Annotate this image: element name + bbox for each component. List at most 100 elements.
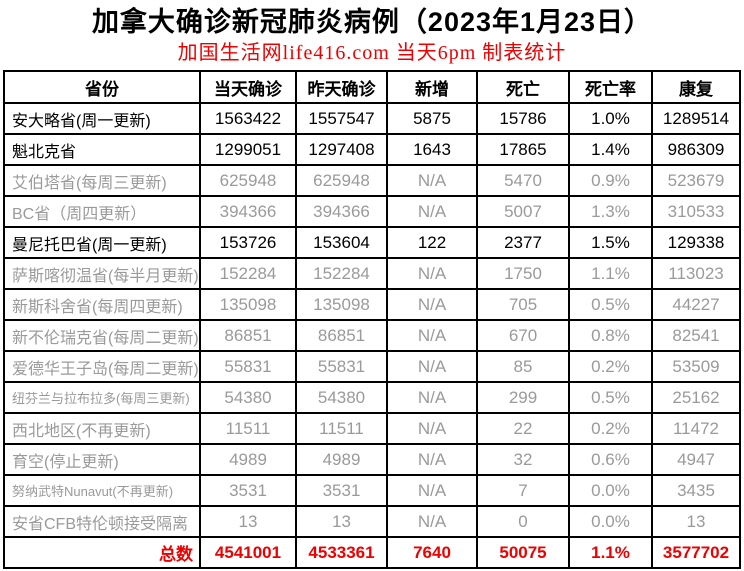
- deaths-cell: 5470: [476, 164, 570, 197]
- province-cell: 萨斯喀彻温省(每半月更新): [3, 257, 201, 290]
- recovered-cell: 523679: [651, 164, 741, 197]
- death-rate-cell: 0.2%: [568, 412, 653, 445]
- recovered-cell: 53509: [651, 350, 741, 383]
- deaths-cell: 5007: [476, 195, 570, 228]
- province-cell: 爱德华王子岛(每周二更新): [3, 350, 201, 383]
- deaths-cell: 1750: [476, 257, 570, 290]
- recovered-cell: 44227: [651, 288, 741, 321]
- death-rate-cell: 0.6%: [568, 443, 653, 476]
- deaths-cell: 670: [476, 319, 570, 352]
- deaths-cell: 15786: [476, 102, 570, 135]
- today-cell: 55831: [199, 350, 297, 383]
- yesterday-cell: 394366: [295, 195, 388, 228]
- deaths-cell: 2377: [476, 226, 570, 259]
- header-death-rate: 死亡率: [568, 70, 653, 104]
- table-row: BC省（周四更新） 394366 394366 N/A 5007 1.3% 310533: [3, 195, 741, 228]
- recovered-cell: 129338: [651, 226, 741, 259]
- covid-cases-table: 省份 当天确诊 昨天确诊 新增 死亡 死亡率 康复 安大略省(周一更新) 1563…: [3, 70, 741, 569]
- today-cell: 3531: [199, 474, 297, 507]
- deaths-cell: 7: [476, 474, 570, 507]
- new-cases-cell: N/A: [386, 350, 478, 383]
- today-cell: 54380: [199, 381, 297, 414]
- yesterday-cell: 54380: [295, 381, 388, 414]
- new-cases-cell: N/A: [386, 288, 478, 321]
- province-cell: 总数: [3, 536, 201, 569]
- death-rate-cell: 1.1%: [568, 257, 653, 290]
- death-rate-cell: 1.5%: [568, 226, 653, 259]
- recovered-cell: 113023: [651, 257, 741, 290]
- new-cases-cell: N/A: [386, 443, 478, 476]
- new-cases-cell: N/A: [386, 195, 478, 228]
- new-cases-cell: N/A: [386, 474, 478, 507]
- deaths-cell: 22: [476, 412, 570, 445]
- recovered-cell: 4947: [651, 443, 741, 476]
- recovered-cell: 13: [651, 505, 741, 538]
- death-rate-cell: 0.5%: [568, 288, 653, 321]
- new-cases-cell: 5875: [386, 102, 478, 135]
- new-cases-cell: 7640: [386, 536, 478, 569]
- deaths-cell: 17865: [476, 133, 570, 166]
- deaths-cell: 299: [476, 381, 570, 414]
- table-row: 安省CFB特伦顿接受隔离 13 13 N/A 0 0.0% 13: [3, 505, 741, 538]
- death-rate-cell: 0.8%: [568, 319, 653, 352]
- recovered-cell: 25162: [651, 381, 741, 414]
- table-row: 育空(停止更新) 4989 4989 N/A 32 0.6% 4947: [3, 443, 741, 476]
- today-cell: 625948: [199, 164, 297, 197]
- recovered-cell: 3577702: [651, 536, 741, 569]
- death-rate-cell: 0.2%: [568, 350, 653, 383]
- table-row: 爱德华王子岛(每周二更新) 55831 55831 N/A 85 0.2% 53509: [3, 350, 741, 383]
- today-cell: 135098: [199, 288, 297, 321]
- total-row: 总数 4541001 4533361 7640 50075 1.1% 3577702: [3, 536, 741, 569]
- table-row: 艾伯塔省(每周三更新) 625948 625948 N/A 5470 0.9% 523679: [3, 164, 741, 197]
- recovered-cell: 11472: [651, 412, 741, 445]
- province-cell: 曼尼托巴省(周一更新): [3, 226, 201, 259]
- new-cases-cell: N/A: [386, 257, 478, 290]
- yesterday-cell: 13: [295, 505, 388, 538]
- new-cases-cell: N/A: [386, 381, 478, 414]
- page-title: 加拿大确诊新冠肺炎病例（2023年1月23日）: [91, 7, 653, 37]
- yesterday-cell: 1557547: [295, 102, 388, 135]
- header-deaths: 死亡: [476, 70, 570, 104]
- yesterday-cell: 4533361: [295, 536, 388, 569]
- covid-stats-page: 加拿大确诊新冠肺炎病例（2023年1月23日） 加国生活网life416.com…: [0, 6, 744, 571]
- header-province: 省份: [3, 70, 201, 104]
- province-cell: 安大略省(周一更新): [3, 102, 201, 135]
- today-cell: 152284: [199, 257, 297, 290]
- yesterday-cell: 3531: [295, 474, 388, 507]
- new-cases-cell: N/A: [386, 164, 478, 197]
- table-body: 安大略省(周一更新) 1563422 1557547 5875 15786 1.0% 128…: [3, 102, 741, 569]
- yesterday-cell: 625948: [295, 164, 388, 197]
- recovered-cell: 310533: [651, 195, 741, 228]
- province-cell: 安省CFB特伦顿接受隔离: [3, 505, 201, 538]
- header-yesterday: 昨天确诊: [295, 70, 388, 104]
- table-row: 萨斯喀彻温省(每半月更新) 152284 152284 N/A 1750 1.1% 1130…: [3, 257, 741, 290]
- death-rate-cell: 0.9%: [568, 164, 653, 197]
- table-row: 新不伦瑞克省(每周二更新) 86851 86851 N/A 670 0.8% 82541: [3, 319, 741, 352]
- today-cell: 394366: [199, 195, 297, 228]
- table-row: 安大略省(周一更新) 1563422 1557547 5875 15786 1.0% 128…: [3, 102, 741, 135]
- header-new-cases: 新增: [386, 70, 478, 104]
- today-cell: 1299051: [199, 133, 297, 166]
- yesterday-cell: 55831: [295, 350, 388, 383]
- new-cases-cell: N/A: [386, 319, 478, 352]
- province-cell: 育空(停止更新): [3, 443, 201, 476]
- recovered-cell: 1289514: [651, 102, 741, 135]
- recovered-cell: 986309: [651, 133, 741, 166]
- death-rate-cell: 0.5%: [568, 381, 653, 414]
- today-cell: 86851: [199, 319, 297, 352]
- death-rate-cell: 1.4%: [568, 133, 653, 166]
- deaths-cell: 85: [476, 350, 570, 383]
- new-cases-cell: 1643: [386, 133, 478, 166]
- death-rate-cell: 1.1%: [568, 536, 653, 569]
- table-row: 魁北克省 1299051 1297408 1643 17865 1.4% 986309: [3, 133, 741, 166]
- new-cases-cell: 122: [386, 226, 478, 259]
- deaths-cell: 50075: [476, 536, 570, 569]
- province-cell: 纽芬兰与拉布拉多(每周三更新): [3, 381, 201, 414]
- province-cell: 新不伦瑞克省(每周二更新): [3, 319, 201, 352]
- recovered-cell: 82541: [651, 319, 741, 352]
- table-row: 努纳武特Nunavut(不再更新) 3531 3531 N/A 7 0.0% 3435: [3, 474, 741, 507]
- today-cell: 11511: [199, 412, 297, 445]
- header-today: 当天确诊: [199, 70, 297, 104]
- yesterday-cell: 86851: [295, 319, 388, 352]
- table-row: 新斯科舍省(每周四更新) 135098 135098 N/A 705 0.5% 44227: [3, 288, 741, 321]
